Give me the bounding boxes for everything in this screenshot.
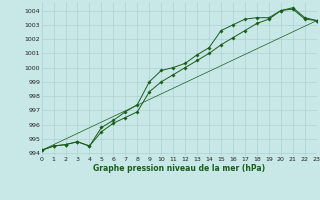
X-axis label: Graphe pression niveau de la mer (hPa): Graphe pression niveau de la mer (hPa) bbox=[93, 164, 265, 173]
